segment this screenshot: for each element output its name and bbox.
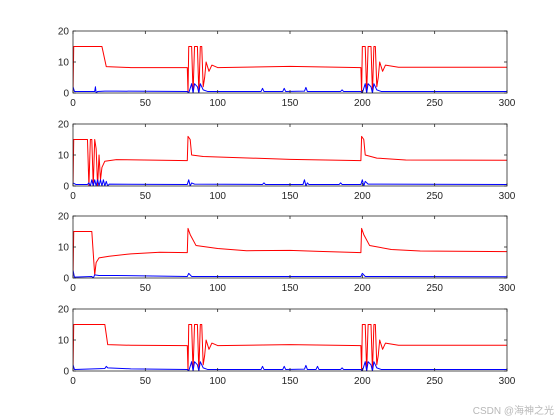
x-tick-label: 100: [209, 376, 226, 387]
y-tick-label: 20: [58, 120, 70, 131]
axes-box: [72, 30, 508, 94]
y-tick-label: 10: [58, 243, 70, 254]
x-tick-label: 300: [499, 98, 516, 109]
watermark: CSDN @海神之光: [472, 406, 554, 417]
y-tick-label: 10: [58, 58, 70, 69]
x-tick-label: 300: [499, 191, 516, 202]
subplot-2: 0 50 100 150 200 250 300 0 10 20: [58, 120, 516, 203]
x-tick-label: 250: [426, 98, 443, 109]
x-tick-label: 250: [426, 191, 443, 202]
subplot-1: 0 50 100 150 200 250 300 0 10 20: [58, 27, 516, 110]
x-tick-label: 0: [70, 98, 76, 109]
x-tick-label: 300: [499, 376, 516, 387]
x-tick-label: 300: [499, 283, 516, 294]
x-tick-label: 250: [426, 376, 443, 387]
x-tick-label: 50: [140, 283, 152, 294]
x-tick-label: 200: [354, 98, 371, 109]
x-tick-label: 50: [140, 191, 152, 202]
x-tick-label: 200: [354, 283, 371, 294]
x-tick-label: 50: [140, 376, 152, 387]
series-line-red: [73, 227, 507, 278]
axes-box: [72, 215, 508, 279]
axes-box: [72, 123, 508, 187]
x-tick-label: 200: [354, 191, 371, 202]
x-tick-label: 0: [70, 283, 76, 294]
y-tick-label: 0: [63, 89, 69, 100]
x-tick-label: 150: [282, 98, 299, 109]
x-tick-label: 0: [70, 191, 76, 202]
x-tick-label: 200: [354, 376, 371, 387]
x-tick-label: 150: [282, 283, 299, 294]
series-line-red: [73, 324, 507, 371]
y-tick-label: 0: [63, 182, 69, 193]
subplot-3: 0 50 100 150 200 250 300 0 10 20: [58, 212, 516, 295]
y-tick-label: 20: [58, 27, 70, 38]
series-line-red: [73, 135, 507, 186]
x-tick-label: 150: [282, 191, 299, 202]
y-tick-label: 10: [58, 336, 70, 347]
x-tick-label: 100: [209, 191, 226, 202]
axes-box: [72, 308, 508, 372]
x-tick-label: 100: [209, 283, 226, 294]
series-line-blue: [73, 179, 507, 186]
x-tick-label: 150: [282, 376, 299, 387]
x-tick-label: 0: [70, 376, 76, 387]
series-line-red: [73, 46, 507, 93]
subplot-4: 0 50 100 150 200 250 300 0 10 20: [58, 305, 516, 388]
y-tick-label: 0: [63, 367, 69, 378]
y-tick-label: 20: [58, 305, 70, 316]
x-tick-label: 250: [426, 283, 443, 294]
series-line-blue: [73, 270, 507, 278]
x-tick-label: 100: [209, 98, 226, 109]
series-line-blue: [73, 83, 507, 93]
y-tick-label: 20: [58, 212, 70, 223]
x-tick-label: 50: [140, 98, 152, 109]
y-tick-label: 10: [58, 151, 70, 162]
y-tick-label: 0: [63, 274, 69, 285]
